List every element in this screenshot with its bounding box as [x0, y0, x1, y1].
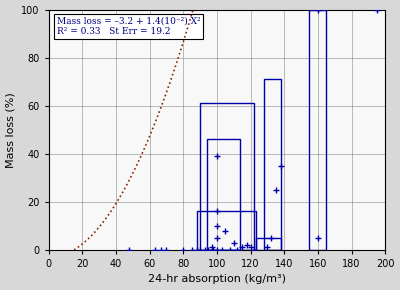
Bar: [207, 139, 240, 250]
Text: Mass loss = –3.2 + 1.4(10⁻²) X²
R² = 0.33   St Err = 19.2: Mass loss = –3.2 + 1.4(10⁻²) X² R² = 0.3…: [57, 17, 200, 36]
Y-axis label: Mass loss (%): Mass loss (%): [6, 92, 16, 168]
Bar: [264, 79, 281, 250]
Bar: [200, 103, 254, 250]
Bar: [310, 10, 326, 250]
Bar: [256, 238, 281, 250]
Bar: [197, 211, 256, 250]
X-axis label: 24-hr absorption (kg/m³): 24-hr absorption (kg/m³): [148, 274, 286, 284]
